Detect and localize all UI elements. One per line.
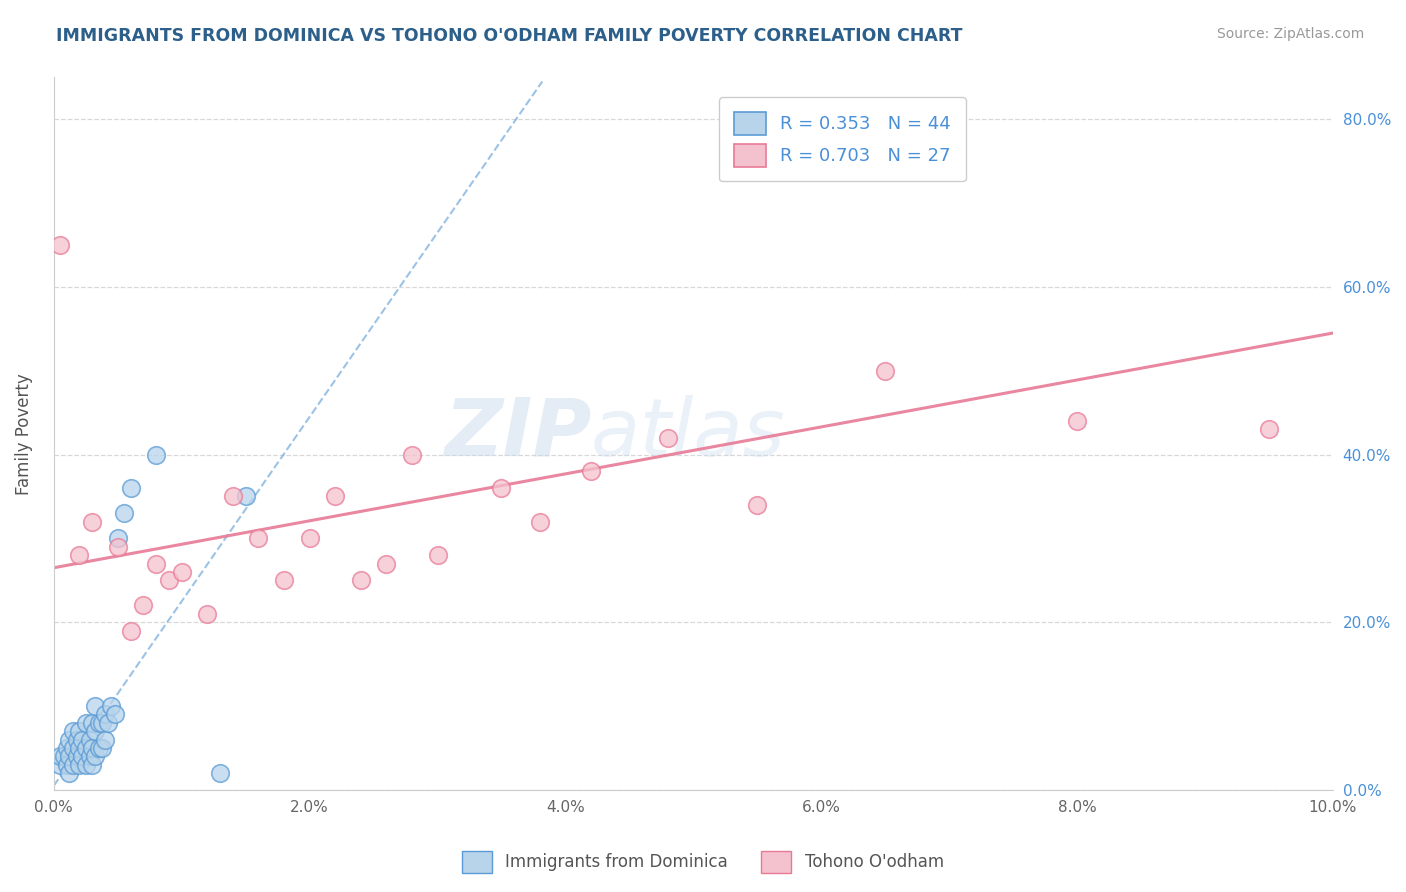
Point (82, 515, 104, 529)
Point (87, 740, 110, 755)
Point (49, 238, 72, 252)
Legend: Immigrants from Dominica, Tohono O'odham: Immigrants from Dominica, Tohono O'odham (456, 845, 950, 880)
Point (247, 532, 270, 546)
Point (49, 757, 72, 772)
Point (120, 624, 142, 638)
Point (132, 599, 155, 613)
Point (579, 464, 602, 478)
Point (120, 481, 142, 495)
Point (87, 715, 110, 730)
Point (145, 557, 167, 571)
Point (82, 757, 104, 772)
Point (75, 740, 97, 755)
Point (170, 565, 193, 579)
Point (350, 574, 373, 588)
Point (529, 515, 551, 529)
Point (107, 532, 129, 546)
Point (67, 757, 90, 772)
Point (67, 548, 90, 562)
Point (83, 699, 105, 714)
Point (83, 724, 105, 739)
Y-axis label: Family Poverty: Family Poverty (15, 373, 32, 494)
Point (62, 724, 84, 739)
Point (145, 448, 167, 462)
Point (66, 732, 89, 747)
Text: IMMIGRANTS FROM DOMINICA VS TOHONO O'ODHAM FAMILY POVERTY CORRELATION CHART: IMMIGRANTS FROM DOMINICA VS TOHONO O'ODH… (56, 27, 963, 45)
Point (375, 557, 398, 571)
Point (55, 740, 77, 755)
Point (157, 574, 180, 588)
Point (55, 757, 77, 772)
Point (1257, 422, 1279, 436)
Point (222, 490, 245, 504)
Point (94, 707, 117, 722)
Point (70, 732, 93, 747)
Text: Source: ZipAtlas.com: Source: ZipAtlas.com (1216, 27, 1364, 41)
Point (107, 540, 129, 554)
Point (426, 548, 449, 562)
Point (62, 757, 84, 772)
Point (67, 724, 90, 739)
Point (58, 766, 80, 780)
Point (75, 757, 97, 772)
Point (67, 740, 90, 755)
Point (70, 749, 93, 764)
Text: ZIP: ZIP (444, 394, 591, 473)
Point (94, 732, 117, 747)
Point (62, 740, 84, 755)
Point (58, 749, 80, 764)
Point (53, 749, 76, 764)
Point (82, 740, 104, 755)
Point (75, 715, 97, 730)
Point (195, 607, 218, 621)
Point (657, 431, 679, 445)
Point (79, 749, 101, 764)
Point (112, 506, 135, 520)
Point (209, 766, 232, 780)
Legend: R = 0.353   N = 44, R = 0.703   N = 27: R = 0.353 N = 44, R = 0.703 N = 27 (718, 97, 966, 181)
Point (58, 732, 80, 747)
Point (83, 749, 105, 764)
Point (66, 749, 89, 764)
Point (235, 490, 257, 504)
Text: atlas: atlas (591, 394, 786, 473)
Point (49, 749, 72, 764)
Point (91, 715, 114, 730)
Point (875, 364, 897, 378)
Point (82, 715, 104, 730)
Point (100, 699, 122, 714)
Point (1066, 414, 1088, 428)
Point (96, 715, 118, 730)
Point (401, 448, 423, 462)
Point (323, 490, 346, 504)
Point (79, 732, 101, 747)
Point (104, 707, 127, 722)
Point (298, 532, 321, 546)
Point (747, 498, 769, 512)
Point (273, 574, 295, 588)
Point (91, 740, 114, 755)
Point (491, 481, 513, 495)
